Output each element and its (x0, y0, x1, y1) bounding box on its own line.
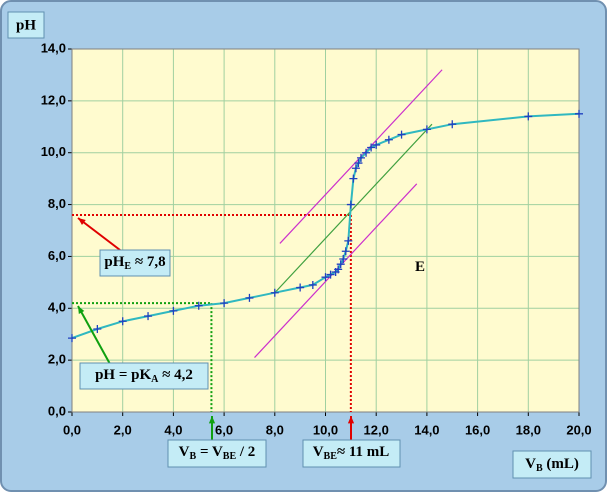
label-text: (mL) (543, 456, 579, 472)
y-tick-label: 10,0 (41, 144, 66, 159)
x-tick-label: 2,0 (114, 422, 132, 437)
point-marker (321, 273, 330, 282)
label-box (167, 439, 267, 468)
point-marker (308, 280, 317, 289)
annotation: VB = VBE / 2 (179, 444, 256, 462)
plot-frame (71, 48, 580, 413)
label-text: ≈ 4,2 (158, 367, 192, 383)
point-marker (220, 299, 229, 308)
point-marker (245, 293, 254, 302)
label-subscript: BE (223, 451, 237, 462)
point-marker (344, 236, 353, 245)
point-marker (524, 112, 533, 121)
annotation: VBE≈ 11 mL (313, 444, 390, 462)
y-tick-label: 2,0 (48, 352, 66, 367)
point-marker (575, 109, 583, 118)
label-text: = V (196, 444, 223, 460)
label-subscript: A (151, 374, 159, 385)
label-box (79, 362, 209, 390)
point-marker (349, 174, 358, 183)
point-marker (384, 135, 393, 144)
arrow-head (78, 306, 85, 314)
annotation: pHE ≈ 7,8 (104, 254, 165, 272)
annotation: pH = pKA ≈ 4,2 (95, 367, 193, 385)
arrow-shaft (77, 305, 111, 365)
label-subscript: B (536, 463, 543, 474)
label-subscript: BE (324, 451, 338, 462)
point-marker (341, 247, 350, 256)
arrow-head (208, 416, 216, 424)
y-axis-label: pH (16, 17, 36, 33)
label-text: pH = pK (95, 367, 151, 383)
x-tick-label: 0,0 (63, 422, 81, 437)
point-marker (351, 164, 360, 173)
y-tick-label: 0,0 (48, 403, 66, 418)
x-tick-label: 20,0 (566, 422, 591, 437)
x-tick-label: 16,0 (465, 422, 490, 437)
x-tick-label: 18,0 (516, 422, 541, 437)
point-marker (336, 260, 345, 269)
label-subscript: B (190, 451, 197, 462)
point-marker (346, 200, 355, 209)
y-tick-label: 12,0 (41, 92, 66, 107)
point-marker (68, 334, 76, 343)
label-text: V (313, 444, 324, 460)
x-tick-label: 10,0 (313, 422, 338, 437)
point-marker (367, 143, 376, 152)
tangent-line (274, 123, 433, 294)
label-text: V (179, 444, 190, 460)
point-marker (356, 153, 365, 162)
point-marker (334, 265, 343, 274)
label-box (302, 439, 401, 468)
label-subscript: E (124, 261, 131, 272)
x-tick-label: 8,0 (266, 422, 284, 437)
x-tick-label: 4,0 (164, 422, 182, 437)
point-marker (169, 306, 178, 315)
point-marker (194, 301, 203, 310)
label-text: ≈ 7,8 (131, 254, 165, 270)
point-marker (422, 125, 431, 134)
arrow-shaft (77, 217, 121, 251)
label-text: ≈ 11 mL (337, 444, 389, 460)
arrow-head (347, 416, 355, 424)
y-tick-label: 6,0 (48, 248, 66, 263)
label-text: / 2 (236, 444, 255, 460)
point-marker (144, 312, 153, 321)
label-box (512, 450, 592, 479)
x-tick-label: 14,0 (414, 422, 439, 437)
point-marker (270, 288, 279, 297)
label-text: E (415, 259, 425, 275)
point-marker (354, 159, 363, 168)
y-tick-label: 4,0 (48, 300, 66, 315)
point-marker (296, 283, 305, 292)
arrow-head (78, 218, 86, 225)
y-tick-label: 8,0 (48, 196, 66, 211)
point-marker (372, 140, 381, 149)
label-box (99, 249, 171, 277)
label-text: pH (104, 254, 124, 270)
x-axis-label: VB (mL) (525, 456, 579, 474)
label-box (7, 11, 45, 39)
point-marker (339, 255, 348, 264)
point-marker (397, 130, 406, 139)
x-tick-label: 6,0 (215, 422, 233, 437)
label-text: V (525, 456, 536, 472)
x-tick-label: 12,0 (364, 422, 389, 437)
point-marker (326, 270, 335, 279)
annotation: E (415, 259, 425, 275)
point-marker (118, 317, 127, 326)
point-marker (448, 120, 457, 129)
point-marker (362, 148, 371, 157)
y-tick-label: 14,0 (41, 40, 66, 55)
point-marker (93, 325, 102, 334)
